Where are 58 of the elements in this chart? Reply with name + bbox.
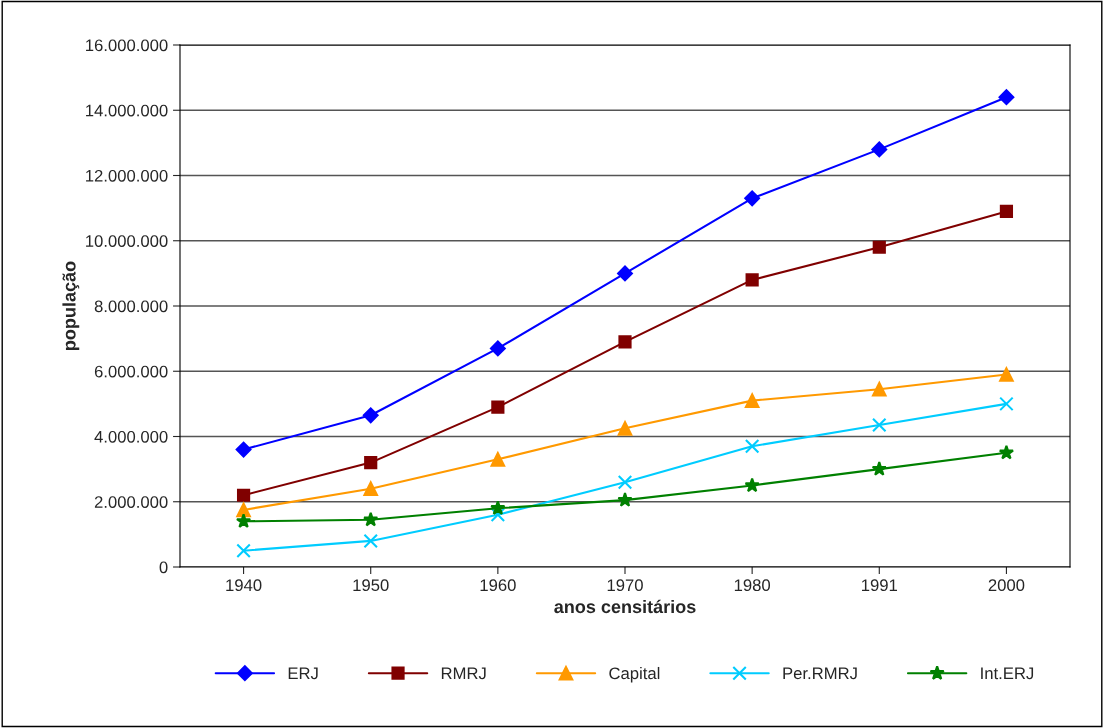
point xyxy=(363,481,378,496)
y-tick-label: 10.000.000 xyxy=(86,235,168,247)
legend-label: ERJ xyxy=(288,667,318,680)
point xyxy=(362,407,379,424)
legend-label: Per.RMRJ xyxy=(783,667,857,680)
point xyxy=(235,513,252,528)
y-tick-label: 16.000.000 xyxy=(86,39,168,52)
x-tick-label: 1991 xyxy=(862,579,898,592)
point xyxy=(363,533,378,549)
x-tick-label: 1980 xyxy=(734,579,771,592)
point xyxy=(998,444,1015,460)
point xyxy=(871,461,887,476)
y-tick-label: 2.000.000 xyxy=(94,496,168,508)
point xyxy=(872,240,886,254)
x-tick-label: 1950 xyxy=(353,579,389,592)
point xyxy=(744,439,760,454)
point xyxy=(999,367,1014,382)
point xyxy=(617,474,633,490)
point xyxy=(744,477,760,493)
point xyxy=(490,500,506,515)
y-tick-label: 0 xyxy=(159,561,168,574)
point xyxy=(744,190,761,207)
x-tick-label: 1960 xyxy=(480,579,516,592)
legend-label: RMRJ xyxy=(441,667,486,680)
point xyxy=(872,417,887,433)
y-tick-label: 4.000.000 xyxy=(94,430,168,443)
point xyxy=(235,441,252,458)
point xyxy=(999,396,1014,412)
point xyxy=(490,507,506,523)
legend-label: Capital xyxy=(609,666,660,683)
x-tick-label: 1940 xyxy=(226,579,262,592)
x-tick-label: 2000 xyxy=(988,579,1025,592)
legend-label: Int.ERJ xyxy=(981,667,1034,680)
y-tick-label: 12.000.000 xyxy=(86,169,168,182)
y-axis-title: população xyxy=(62,261,80,350)
point xyxy=(491,400,505,414)
point xyxy=(364,456,378,470)
point xyxy=(872,381,887,397)
y-tick-label: 8.000.000 xyxy=(94,300,168,313)
x-tick-label: 1970 xyxy=(607,579,643,592)
point xyxy=(618,335,632,349)
point xyxy=(998,89,1015,106)
point xyxy=(745,273,759,287)
point xyxy=(744,393,760,408)
y-tick-label: 6.000.000 xyxy=(94,365,168,378)
point xyxy=(490,452,506,467)
point xyxy=(236,502,251,518)
point xyxy=(617,265,633,282)
point xyxy=(617,421,633,436)
y-tick-label: 14.000.000 xyxy=(86,104,168,117)
point xyxy=(363,511,379,527)
x-axis-title: anos censitários xyxy=(554,599,696,614)
point xyxy=(236,543,251,558)
point xyxy=(236,488,251,502)
point xyxy=(489,340,506,357)
point xyxy=(999,204,1014,218)
point xyxy=(617,492,633,507)
point xyxy=(871,141,888,158)
